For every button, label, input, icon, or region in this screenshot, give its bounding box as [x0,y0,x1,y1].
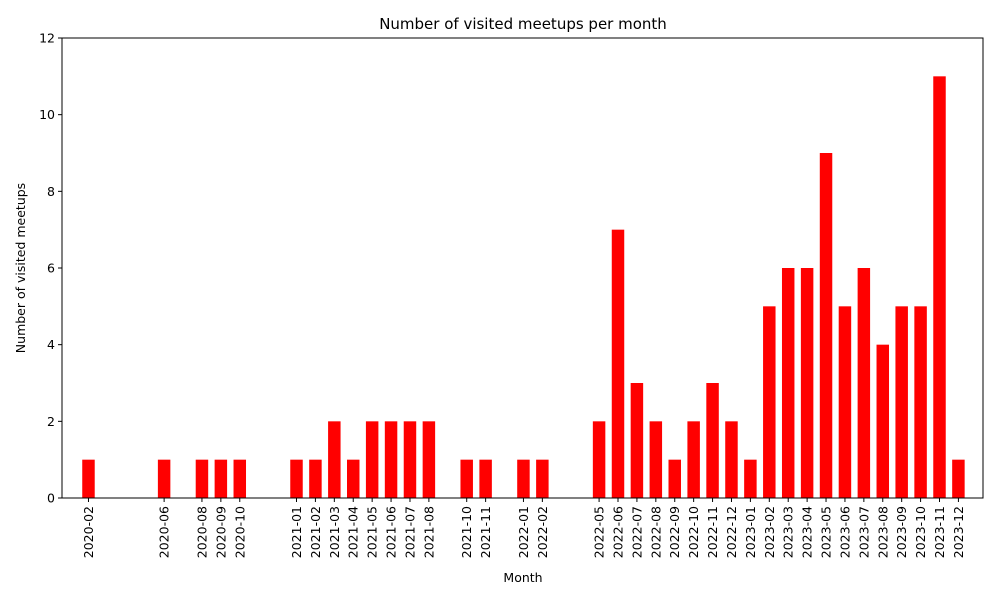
x-tick-label-2021-03: 2021-03 [327,506,342,558]
y-tick-label-8: 8 [47,184,55,199]
x-tick-label-2023-01: 2023-01 [743,506,758,558]
y-tick-label-2: 2 [47,414,55,429]
bar-2020-02 [82,459,95,498]
bar-2022-07 [630,383,644,498]
x-tick-label-2020-10: 2020-10 [232,506,247,558]
bar-2021-01 [290,459,303,498]
x-axis-label: Month [503,570,542,585]
bar-2021-10 [460,459,473,498]
x-tick-label-2022-07: 2022-07 [629,506,644,558]
x-tick-label-2020-09: 2020-09 [213,506,228,558]
bar-2023-02 [763,306,776,498]
bar-2023-03 [781,268,795,498]
x-tick-label-2023-03: 2023-03 [781,506,796,558]
x-tick-label-2023-07: 2023-07 [856,506,871,558]
bar-2021-04 [347,459,360,498]
bar-2021-08 [422,421,436,498]
x-tick-label-2022-09: 2022-09 [667,506,682,558]
bar-2023-04 [800,268,814,498]
x-tick-label-2021-05: 2021-05 [365,506,380,558]
x-tick-label-2023-05: 2023-05 [819,506,834,558]
x-tick-label-2022-12: 2022-12 [724,506,739,558]
y-tick-label-12: 12 [39,31,55,46]
bar-2020-10 [233,459,247,498]
bar-2021-05 [365,421,379,498]
x-tick-label-2020-08: 2020-08 [194,506,209,558]
x-tick-label-2021-01: 2021-01 [289,506,304,558]
bar-2021-03 [328,421,341,498]
bar-2022-11 [706,383,719,498]
y-axis: 0 2 4 6 8 10 12 [39,31,62,506]
x-tick-label-2022-02: 2022-02 [535,506,550,558]
bar-2022-02 [536,459,549,498]
bar-2021-06 [384,421,398,498]
x-tick-label-2021-07: 2021-07 [402,506,417,558]
bar-2022-01 [517,459,530,498]
x-tick-label-2022-08: 2022-08 [648,506,663,558]
y-axis-label: Number of visited meetups [13,183,28,353]
x-tick-label-2022-05: 2022-05 [592,506,607,558]
bar-2022-05 [592,421,606,498]
bar-2021-07 [403,421,417,498]
bar-2020-06 [157,459,171,498]
bars-layer [82,76,965,499]
bar-2023-06 [838,306,852,498]
x-tick-label-2023-10: 2023-10 [913,506,928,558]
bar-2021-02 [309,459,322,498]
x-tick-label-2021-08: 2021-08 [421,506,436,558]
chart-title: Number of visited meetups per month [379,15,667,33]
x-tick-label-2021-11: 2021-11 [478,506,493,558]
x-tick-label-2020-02: 2020-02 [81,506,96,558]
x-tick-label-2023-06: 2023-06 [837,506,852,558]
x-tick-label-2021-10: 2021-10 [459,506,474,558]
bar-2023-09 [895,306,908,498]
y-tick-label-10: 10 [39,107,55,122]
x-tick-label-2022-10: 2022-10 [686,506,701,558]
y-tick-label-6: 6 [47,261,55,276]
x-tick-label-2021-06: 2021-06 [384,506,399,558]
x-tick-label-2022-01: 2022-01 [516,506,531,558]
bar-2023-10 [914,306,927,498]
x-tick-label-2023-02: 2023-02 [762,506,777,558]
bar-2023-12 [952,459,965,498]
x-tick-label-2021-02: 2021-02 [308,506,323,558]
bar-2023-08 [876,344,890,498]
bar-2022-12 [725,421,738,498]
bar-2022-09 [668,459,681,498]
x-tick-label-2023-08: 2023-08 [875,506,890,558]
bar-2020-08 [195,459,209,498]
bar-2022-06 [611,229,625,499]
x-tick-label-2023-11: 2023-11 [932,506,947,558]
y-tick-label-0: 0 [47,491,55,506]
x-tick-label-2023-04: 2023-04 [800,506,815,558]
x-tick-label-2022-06: 2022-06 [611,506,626,558]
bar-2022-08 [649,421,663,498]
x-axis: 2020-02 2020-06 2020-08 2020-09 2020-10 2021-… [81,498,966,558]
x-tick-label-2020-06: 2020-06 [157,506,172,558]
bar-2020-09 [214,459,228,498]
y-tick-label-4: 4 [47,337,55,352]
x-tick-label-2023-12: 2023-12 [951,506,966,558]
x-tick-label-2022-11: 2022-11 [705,506,720,558]
bar-2023-05 [819,153,833,498]
bar-2023-01 [744,459,757,498]
bar-2023-11 [933,76,946,498]
bar-2021-11 [479,459,492,498]
bar-2022-10 [687,421,700,498]
bar-2023-07 [857,268,871,498]
x-tick-label-2023-09: 2023-09 [894,506,909,558]
x-tick-label-2021-04: 2021-04 [346,506,361,558]
